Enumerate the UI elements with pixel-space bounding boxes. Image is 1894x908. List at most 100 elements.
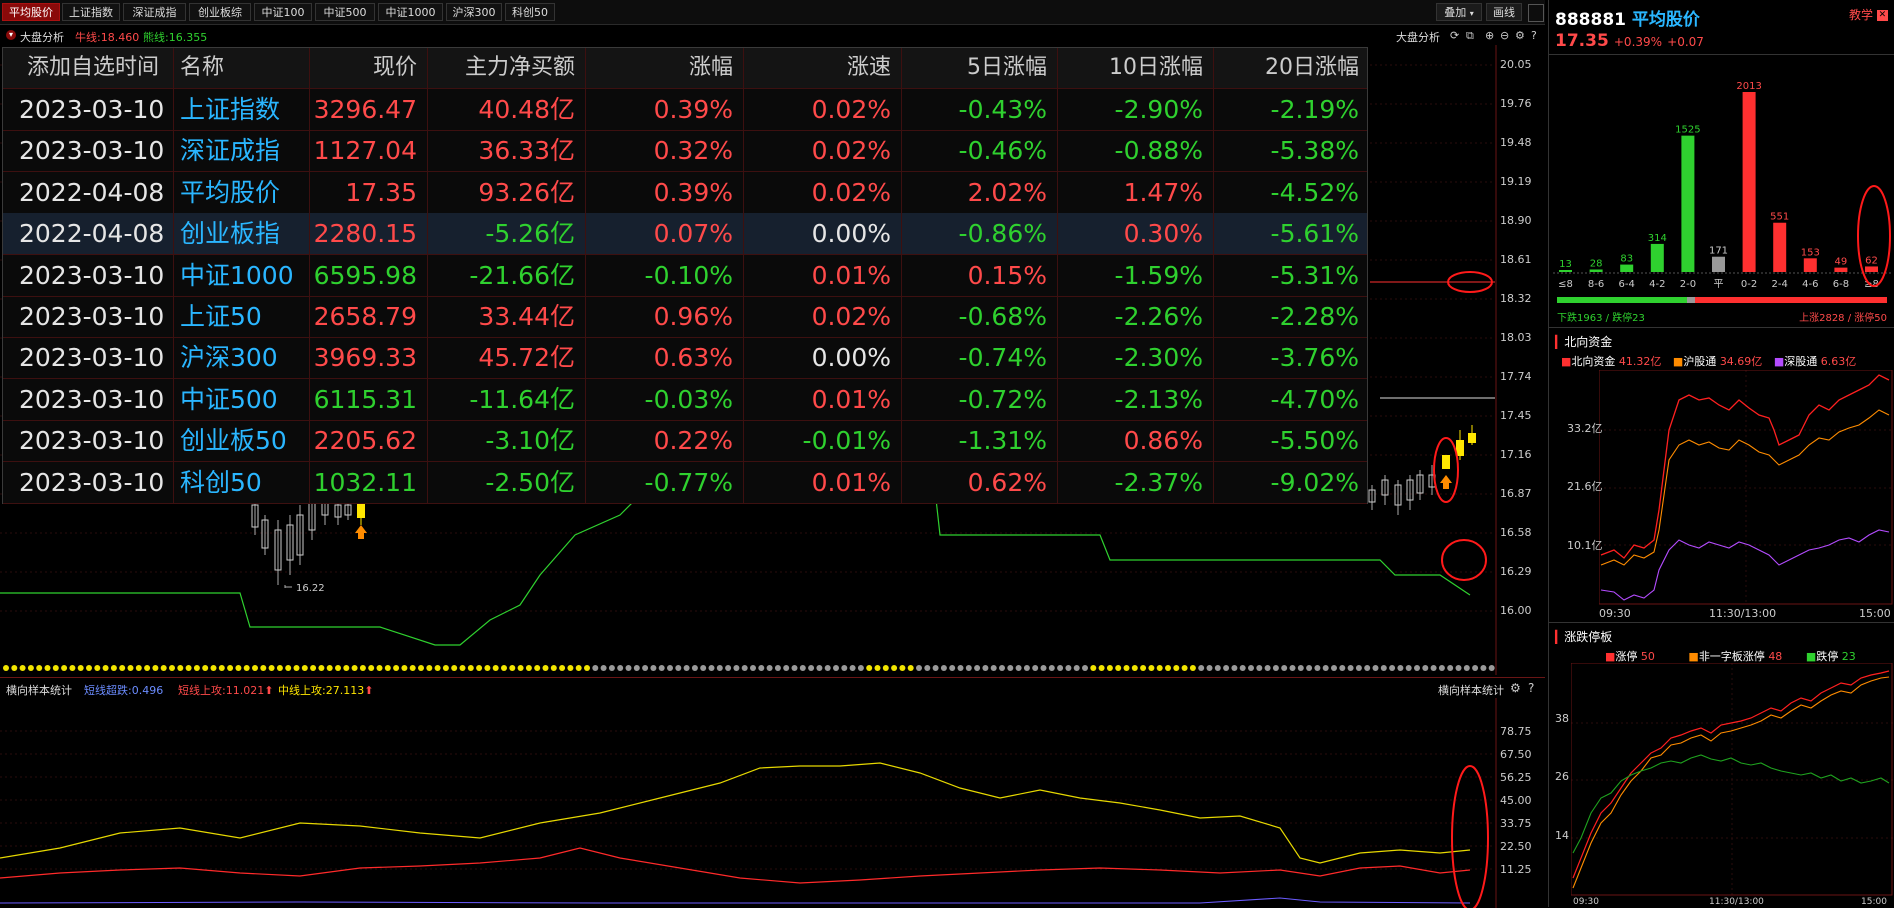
lower-help-icon[interactable]: ? [1528, 681, 1535, 695]
cell-10d: -2.13% [1114, 384, 1203, 414]
cell-change: 0.22% [653, 426, 733, 456]
col-header-10d[interactable]: 10日涨幅 [1109, 55, 1203, 80]
zoom-out-icon[interactable]: ⊖ [1500, 29, 1510, 42]
col-header-speed[interactable]: 涨速 [846, 55, 891, 80]
tab-star50[interactable]: 科创50 [505, 3, 555, 21]
signal-dot [716, 665, 723, 671]
tab-shanghai-index[interactable]: 上证指数 [62, 3, 120, 21]
tab-csi500[interactable]: 中证500 [315, 3, 375, 21]
signal-dot [193, 665, 200, 671]
cell-20d: -4.70% [1270, 384, 1359, 414]
table-row[interactable]: 2022-04-08 平均股价 17.35 93.26亿 0.39% 0.02% 2.02%… [3, 172, 1367, 214]
tab-chinext-composite[interactable]: 创业板综 [189, 3, 251, 21]
cell-date: 2023-03-10 [19, 467, 165, 497]
table-row[interactable]: 2022-04-08 创业板指 2280.15 -5.26亿 0.07% 0.00% -0.… [3, 213, 1367, 256]
bear-line-value: 熊线:16.355 [143, 31, 208, 44]
tab-csi1000[interactable]: 中证1000 [378, 3, 443, 21]
distribution-bar [1712, 256, 1725, 272]
tab-average-price[interactable]: 平均股价 [2, 3, 60, 21]
zoom-in-icon[interactable]: ⊕ [1485, 29, 1495, 42]
shanghai-connect-line [1600, 409, 1890, 566]
lower-settings-gear-icon[interactable]: ⚙ [1510, 681, 1521, 695]
price-axis-label: 18.32 [1500, 292, 1532, 305]
overlay-button[interactable]: 叠加 ▾ [1436, 3, 1482, 21]
up-count: 上涨2828 / 涨停50 [1799, 313, 1887, 324]
col-header-price[interactable]: 现价 [372, 55, 417, 80]
cell-5d: 0.62% [967, 467, 1047, 497]
cell-price: 2205.62 [313, 426, 417, 456]
col-header-flow[interactable]: 主力净买额 [464, 55, 575, 80]
restore-icon[interactable]: ⧉ [1466, 29, 1474, 42]
signal-dot [86, 665, 92, 671]
signal-dot [52, 665, 59, 671]
signal-dot [119, 665, 126, 671]
limit-board-legend: ■涨停 50 ■非一字板涨停 48 ■跌停 23 [1605, 648, 1856, 664]
index-tab-bar: 平均股价 上证指数 深证成指 创业板综 中证100 中证500 中证1000 沪… [0, 0, 1545, 25]
tab-csi100[interactable]: 中证100 [254, 3, 312, 21]
panel-toggle-icon[interactable] [1528, 4, 1544, 22]
table-row[interactable]: 2023-03-10 深证成指 1127.04 36.33亿 0.32% 0.02% -0.… [3, 130, 1367, 173]
quote-header: 888881 平均股价 [1555, 5, 1700, 30]
signal-dot [816, 665, 823, 671]
close-icon[interactable]: ✕ [1876, 10, 1888, 21]
table-row[interactable]: 2023-03-10 创业板50 2205.62 -3.10亿 0.22% -0.01% -… [3, 420, 1367, 463]
north-funds-chart [1599, 370, 1893, 605]
section-marker-icon: ▎ [1555, 335, 1565, 349]
signal-dot [584, 665, 590, 671]
legend-sz-value: 6.63亿 [1820, 355, 1857, 368]
lower-axis-label: 56.25 [1500, 771, 1532, 784]
col-header-change[interactable]: 涨幅 [688, 55, 733, 80]
signal-dot [1397, 665, 1404, 671]
cell-5d: 2.02% [967, 177, 1047, 207]
non-oneword-line [1572, 676, 1890, 889]
signal-dot [575, 665, 582, 671]
table-row[interactable]: 2023-03-10 沪深300 3969.33 45.72亿 0.63% 0.00% -0… [3, 337, 1367, 380]
col-header-5d[interactable]: 5日涨幅 [967, 55, 1047, 80]
cell-name: 深证成指 [180, 136, 281, 166]
settings-gear-icon[interactable]: ⚙ [1515, 29, 1525, 42]
col-header-name[interactable]: 名称 [180, 55, 225, 80]
signal-dot [210, 665, 217, 671]
signal-dot [351, 665, 358, 671]
signal-dot [1073, 665, 1080, 671]
tab-shenzhen-index[interactable]: 深证成指 [123, 3, 186, 21]
cell-price: 3296.47 [313, 95, 417, 124]
cell-10d: -2.26% [1114, 302, 1203, 331]
distribution-value: 2013 [1736, 81, 1761, 92]
table-row[interactable]: 2023-03-10 科创50 1032.11 -2.50亿 -0.77% 0.01% 0.… [3, 462, 1367, 504]
signal-dot [1214, 665, 1221, 671]
table-row[interactable]: 2023-03-10 中证500 6115.31 -11.64亿 -0.03% 0.01%… [3, 379, 1367, 421]
menu-dropdown-icon[interactable]: ▾ [6, 30, 16, 40]
mid-attack-value: 中线上攻:27.113⬆ [278, 682, 373, 698]
lower-panel-title: 横向样本统计 [6, 684, 72, 697]
signal-dot [608, 665, 615, 671]
signal-dot [907, 665, 914, 671]
cell-10d: -1.59% [1114, 260, 1203, 290]
watchlist-table: 添加自选时间 名称 现价 主力净买额 涨幅 涨速 5日涨幅 10日涨幅 20日涨… [2, 47, 1368, 504]
signal-dot [418, 665, 424, 671]
help-icon[interactable]: ? [1531, 29, 1537, 42]
col-header-20d[interactable]: 20日涨幅 [1265, 55, 1359, 80]
cell-name: 中证1000 [180, 260, 294, 290]
signal-dot [1106, 665, 1113, 671]
signal-dot [1306, 665, 1313, 671]
refresh-icon[interactable]: ⟳ [1450, 29, 1460, 42]
signal-dot [1272, 665, 1279, 671]
cell-speed: 0.01% [811, 260, 891, 290]
table-row[interactable]: 2023-03-10 中证1000 6595.98 -21.66亿 -0.10% 0.01… [3, 255, 1367, 297]
col-header-date[interactable]: 添加自选时间 [27, 55, 160, 80]
signal-dot [1422, 665, 1429, 671]
signal-dot [1140, 665, 1147, 671]
limit-axis-label: 26 [1555, 770, 1569, 783]
lower-axis-label: 67.50 [1500, 748, 1532, 761]
cell-price: 1032.11 [313, 467, 417, 497]
distribution-range-label: 0-2 [1741, 279, 1757, 290]
signal-dot [252, 665, 258, 671]
signal-dot [160, 665, 167, 671]
teach-link[interactable]: 教学 ✕ [1849, 6, 1888, 23]
table-row[interactable]: 2023-03-10 上证50 2658.79 33.44亿 0.96% 0.02% -0.… [3, 296, 1367, 338]
table-row[interactable]: 2023-03-10 上证指数 3296.47 40.48亿 0.39% 0.02% -0.… [3, 89, 1367, 131]
legend-sh-value: 34.69亿 [1719, 355, 1763, 368]
draw-line-button[interactable]: 画线 [1486, 3, 1522, 21]
tab-csi300[interactable]: 沪深300 [446, 3, 502, 21]
